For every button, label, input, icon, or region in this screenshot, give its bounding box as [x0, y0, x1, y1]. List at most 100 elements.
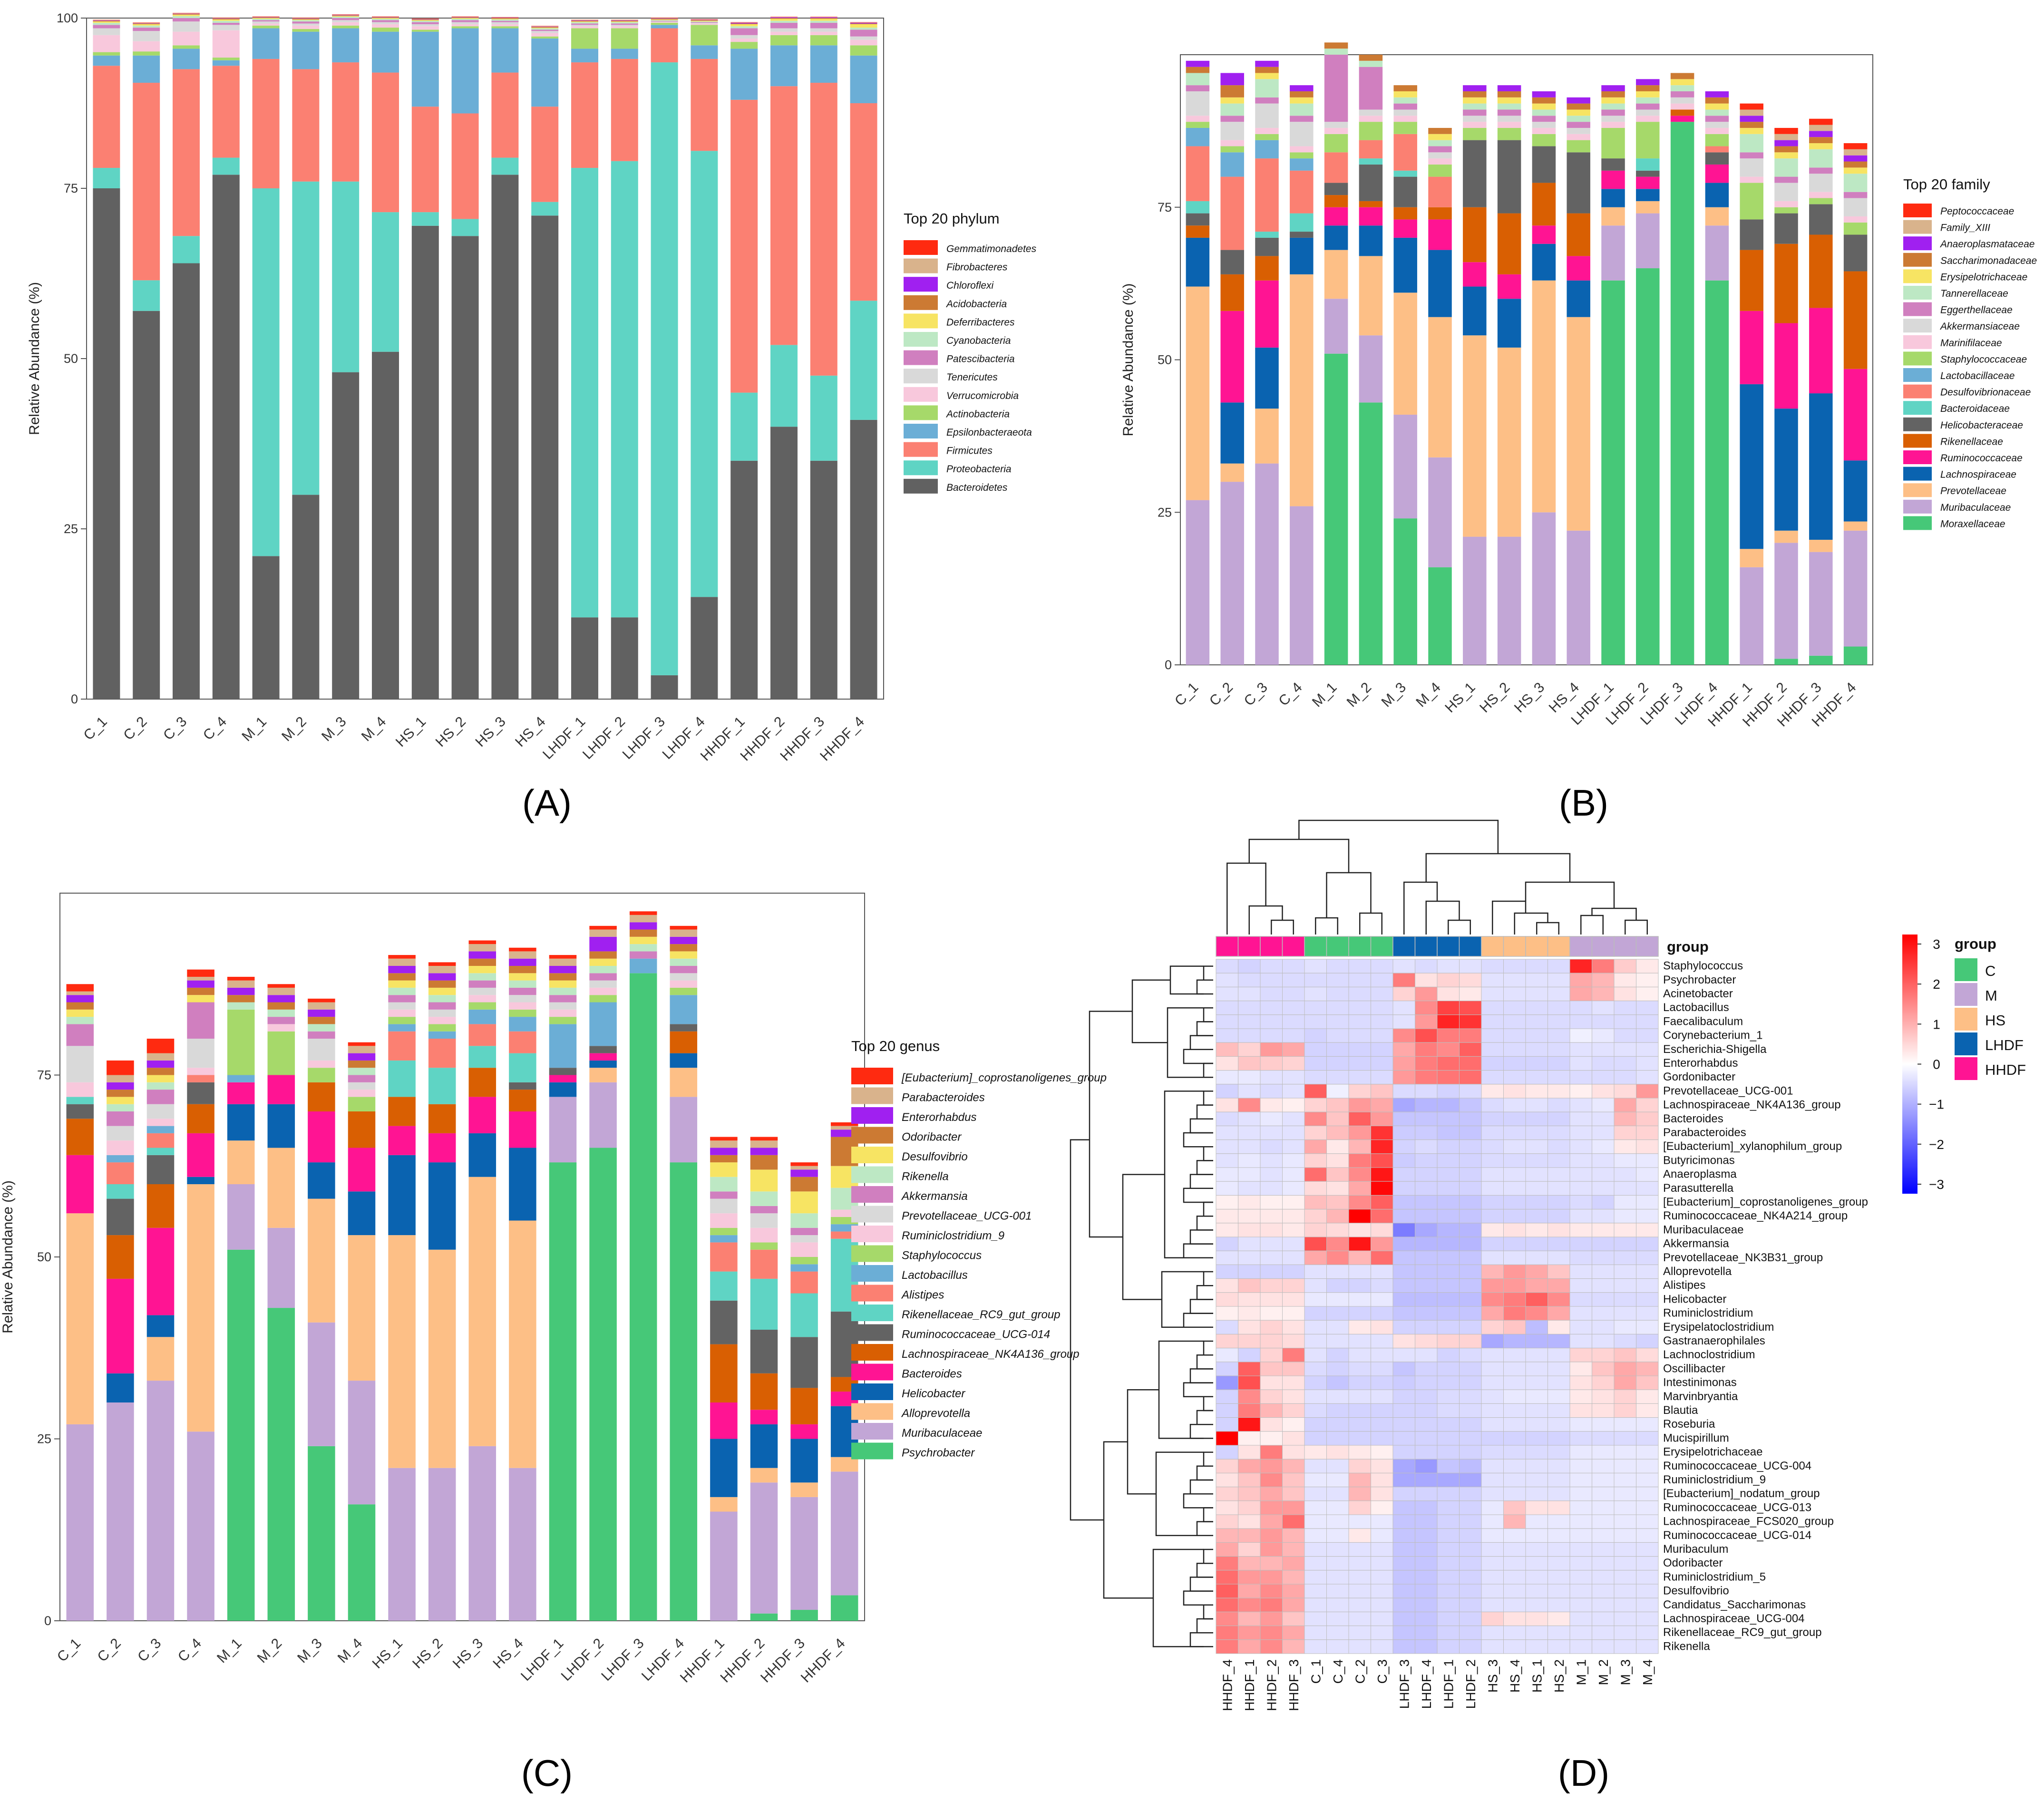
- bar-segment-Prevotellaceae-HS_1: [1463, 335, 1487, 537]
- bar-segment-Marinifilaceae-HHDF_4: [1843, 216, 1868, 223]
- heatmap-cell-Muribaculaceae-LHDF_1: [1437, 1223, 1460, 1237]
- heatmap-cell-Blautia-C_1: [1304, 1403, 1327, 1418]
- column-dendrogram-link: [1448, 919, 1471, 935]
- heatmap-cell-Erysipelotrichaceae-C_3: [1371, 1445, 1393, 1460]
- bar-segment-Firmicutes-HHDF_2: [770, 86, 798, 345]
- legend-swatch-Alistipes: [851, 1285, 893, 1302]
- heatmap-cell-Bacteroides-M_4: [1636, 1111, 1659, 1126]
- heatmap-cell-Faecalibaculum-HS_3: [1481, 1014, 1504, 1029]
- heatmap-cell-Lachnospiraceae_UCG-004-C_1: [1304, 1611, 1327, 1626]
- heatmap-cell-Corynebacterium_1-M_2: [1592, 1028, 1615, 1043]
- heatmap-cell-Muribaculaceae-HS_4: [1503, 1223, 1526, 1237]
- heatmap-cell-Rikenellaceae_RC9_gut_group-C_2: [1348, 1626, 1371, 1640]
- bar-segment-Akkermansiaceae-LHDF_3: [1670, 97, 1694, 104]
- bar-segment-Akkermansiaceae-M_1: [1324, 122, 1348, 128]
- legend-swatch-Marinifilaceae: [1903, 335, 1932, 349]
- group-annotation-C_4: [1326, 936, 1349, 957]
- heatmap-cell-Erysipelatoclostridium-C_1: [1304, 1320, 1327, 1334]
- heatmap-cell-[Eubacterium]_xylanophilum_group-HS_3: [1481, 1139, 1504, 1154]
- heatmap-cell-Parasutterella-HS_3: [1481, 1181, 1504, 1196]
- heatmap-cell-Prevotellaceae_NK3B31_group-M_2: [1592, 1250, 1615, 1265]
- bar-segment-Epsilonbacteraeota-HHDF_3: [810, 45, 837, 83]
- y-axis-title: Relative Abundance (%): [27, 282, 42, 435]
- bar-segment-Staphylococcus-HS_4: [509, 1009, 536, 1017]
- bar-segment-Lachnospiraceae_NK4A136_group-HS_1: [388, 1097, 416, 1126]
- x-tick-label: C_4: [175, 1636, 204, 1665]
- bar-segment-Bacteroidetes-M_2: [292, 495, 320, 699]
- heatmap-cell-Bacteroides-HS_3: [1481, 1111, 1504, 1126]
- heatmap-cell-Lachnospiraceae_FCS020_group-HS_3: [1481, 1514, 1504, 1529]
- bar-segment-Epsilonbacteraeota-LHDF_1: [571, 49, 598, 63]
- heatmap-cell-[Eubacterium]_nodatum_group-C_3: [1371, 1487, 1393, 1501]
- heatmap-cell-Parabacteroides-HS_2: [1548, 1125, 1570, 1140]
- bar-segment-Alloprevotella-C_4: [187, 1184, 214, 1432]
- bar-segment-Deferribacteres-M_4: [372, 18, 399, 19]
- bar-segment-Psychrobacter-M_2: [267, 1308, 295, 1621]
- bar-segment-Lactobacillus-HHDF_3: [790, 1264, 818, 1272]
- bar-segment-Proteobacteria-HHDF_3: [810, 375, 837, 461]
- bar-segment-Odoribacter-HHDF_1: [710, 1155, 738, 1163]
- heatmap-cell-Rikenellaceae_RC9_gut_group-M_1: [1569, 1626, 1592, 1640]
- heatmap-cell-[Eubacterium]_coprostanoligenes_group-C_2: [1348, 1195, 1371, 1210]
- heatmap-cell-Prevotellaceae_NK3B31_group-HHDF_1: [1238, 1250, 1261, 1265]
- heatmap-cell-Enterorhabdus-LHDF_1: [1437, 1056, 1460, 1071]
- heatmap-cell-Parabacteroides-LHDF_1: [1437, 1125, 1460, 1140]
- bar-segment-Acidobacteria-HHDF_1: [730, 23, 758, 24]
- heatmap-cell-Parabacteroides-C_1: [1304, 1125, 1327, 1140]
- heatmap-cell-Mucispirillum-LHDF_2: [1459, 1431, 1482, 1446]
- heatmap-cell-Alistipes-M_3: [1614, 1278, 1636, 1293]
- heatmap-cell-Lactobacillus-C_3: [1371, 1001, 1393, 1015]
- heatmap-row-label: Ruminococcaceae_UCG-013: [1663, 1501, 1811, 1514]
- heatmap-cell-Lachnospiraceae_NK4A136_group-HHDF_1: [1238, 1098, 1261, 1112]
- bar-segment-Alloprevotella-LHDF_4: [670, 1068, 698, 1097]
- bar-segment-Enterorhabdus-C_3: [146, 1060, 175, 1068]
- heatmap-cell-Akkermansia-HHDF_3: [1282, 1237, 1305, 1251]
- heatmap-cell-Butyricimonas-M_4: [1636, 1153, 1659, 1168]
- legend-label: Erysipelotrichaceae: [1940, 272, 2027, 282]
- heatmap-cell-Odoribacter-LHDF_4: [1415, 1556, 1438, 1571]
- heatmap-cell-Intestinimonas-HS_4: [1503, 1375, 1526, 1390]
- heatmap-cell-Ruminococcaceae_UCG-013-HS_1: [1525, 1500, 1548, 1515]
- heatmap-col-label: LHDF_2: [1463, 1659, 1478, 1709]
- heatmap-cell-Muribaculum-HHDF_1: [1238, 1542, 1261, 1557]
- heatmap-cell-Alistipes-LHDF_1: [1437, 1278, 1460, 1293]
- bar-segment-Rikenella-HHDF_2: [750, 1191, 778, 1206]
- bar-segment-Anaeroplasmataceae-LHDF_1: [1601, 85, 1625, 91]
- bar-segment-Odoribacter-HS_2: [428, 980, 456, 988]
- heatmap-cell-Lachnoclostridium-HHDF_2: [1260, 1348, 1283, 1363]
- heatmap-row-label: Erysipelotrichaceae: [1663, 1446, 1762, 1459]
- heatmap-cell-Roseburia-LHDF_1: [1437, 1417, 1460, 1432]
- legend-label: Ruminiclostridium_9: [902, 1229, 1004, 1242]
- heatmap-cell-Blautia-M_4: [1636, 1403, 1659, 1418]
- heatmap-cell-Ruminococcaceae_UCG-013-C_4: [1326, 1500, 1349, 1515]
- heatmap-cell-Mucispirillum-M_2: [1592, 1431, 1615, 1446]
- heatmap-cell-Intestinimonas-M_4: [1636, 1375, 1659, 1390]
- heatmap-cell-Ruminococcaceae_UCG-013-M_3: [1614, 1500, 1636, 1515]
- heatmap-cell-Ruminococcaceae_UCG-004-HS_1: [1525, 1459, 1548, 1473]
- heatmap-cell-Lachnospiraceae_NK4A136_group-HS_3: [1481, 1098, 1504, 1112]
- heatmap-cell-Acinetobacter-M_4: [1636, 986, 1659, 1002]
- x-tick-label: C_4: [1275, 680, 1305, 709]
- bar-segment-Helicobacter-M_3: [308, 1162, 335, 1199]
- heatmap-cell-Gordonibacter-HHDF_2: [1260, 1070, 1283, 1085]
- legend-label: Desulfovibrio: [902, 1150, 968, 1163]
- heatmap-cell-Lactobacillus-C_4: [1326, 1001, 1349, 1015]
- heatmap-cell-Alloprevotella-C_4: [1326, 1264, 1349, 1279]
- heatmap-cell-Faecalibaculum-HHDF_1: [1238, 1014, 1261, 1029]
- bar-segment-Gemmatimonadetes-HS_2: [451, 16, 479, 17]
- bar-segment-[Eubacterium]_coprostanoligenes_group-HS_1: [388, 955, 416, 959]
- bar-segment-Marinifilaceae-HHDF_1: [1740, 176, 1763, 183]
- legend-label: [Eubacterium]_coprostanoligenes_group: [901, 1071, 1107, 1084]
- heatmap-cell-Erysipelotrichaceae-HHDF_4: [1216, 1445, 1238, 1460]
- legend-label: Rikenellaceae_RC9_gut_group: [902, 1308, 1061, 1321]
- bar-segment-Staphylococcaceae-HHDF_1: [1740, 183, 1763, 220]
- heatmap-cell-Oscillibacter-C_4: [1326, 1362, 1349, 1376]
- heatmap-cell-Ruminiclostridium-HS_1: [1525, 1306, 1548, 1321]
- heatmap-cell-Enterorhabdus-M_4: [1636, 1056, 1659, 1071]
- bar-segment-Alistipes-HS_4: [509, 1031, 536, 1053]
- panel-label-b: (B): [1559, 782, 1608, 824]
- bar-segment-Akkermansiaceae-HS_1: [1463, 116, 1487, 122]
- panel-c: C_1 C_2 C_3 C_4 M_1 M_2 M_3 M_4 HS_1 HS_2 HS_3 HS_4…: [0, 893, 1107, 1686]
- bar-segment-Ruminococcaceae-LHDF_3: [1670, 116, 1694, 122]
- heatmap-cell-Muribaculum-C_1: [1304, 1542, 1327, 1557]
